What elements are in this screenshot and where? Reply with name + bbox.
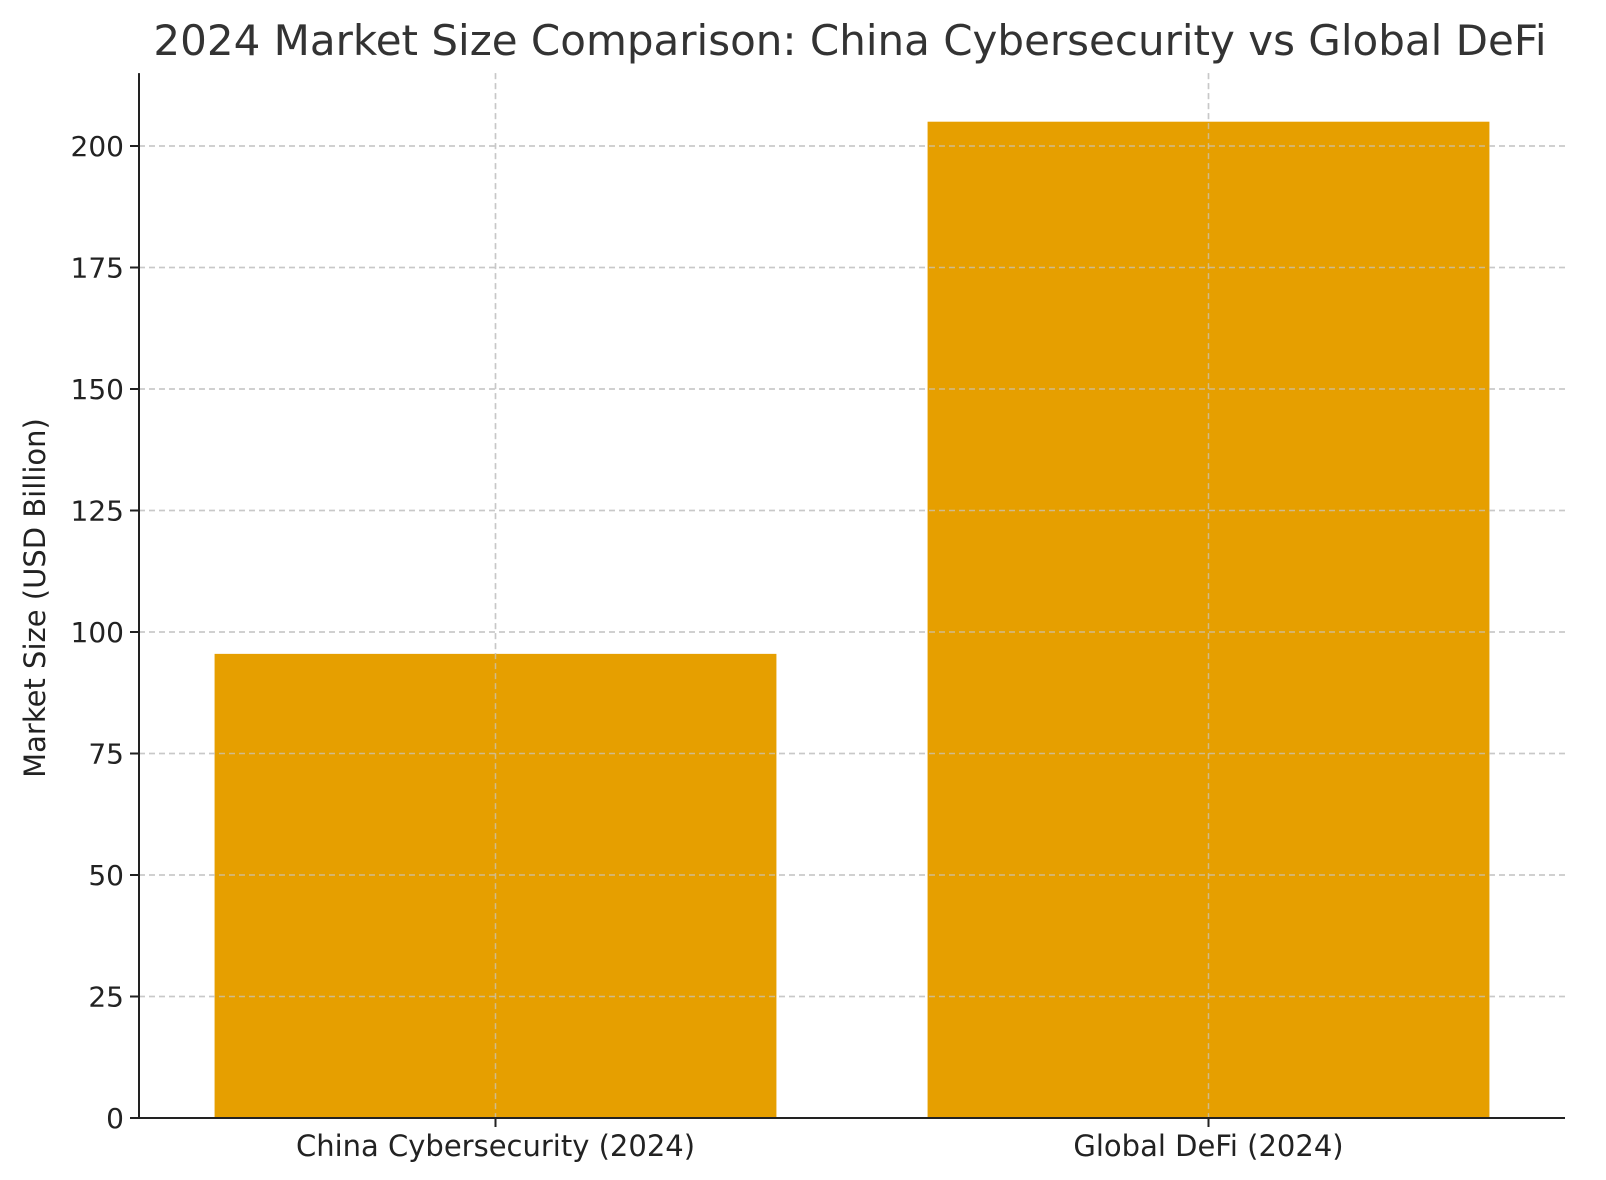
y-tick-label: 125 [71, 495, 124, 528]
y-tick-label: 0 [106, 1102, 124, 1135]
y-tick-label: 150 [71, 373, 124, 406]
y-tick-label: 25 [88, 981, 124, 1014]
y-tick-label: 175 [71, 252, 124, 285]
y-tick-label: 100 [71, 616, 124, 649]
y-tick-label: 200 [71, 130, 124, 163]
axes: 0 25 50 75 100 125 150 175 200 China Cybersecurit… [71, 73, 1565, 1163]
y-axis-label: Market Size (USD Billion) [18, 418, 52, 778]
x-tick-label: China Cybersecurity (2024) [296, 1129, 695, 1163]
x-tick-label: Global DeFi (2024) [1073, 1129, 1343, 1163]
y-tick-label: 50 [88, 859, 124, 892]
bars [139, 73, 1565, 1118]
y-tick-label: 75 [88, 738, 124, 771]
chart-title: 2024 Market Size Comparison: China Cyber… [153, 16, 1546, 65]
